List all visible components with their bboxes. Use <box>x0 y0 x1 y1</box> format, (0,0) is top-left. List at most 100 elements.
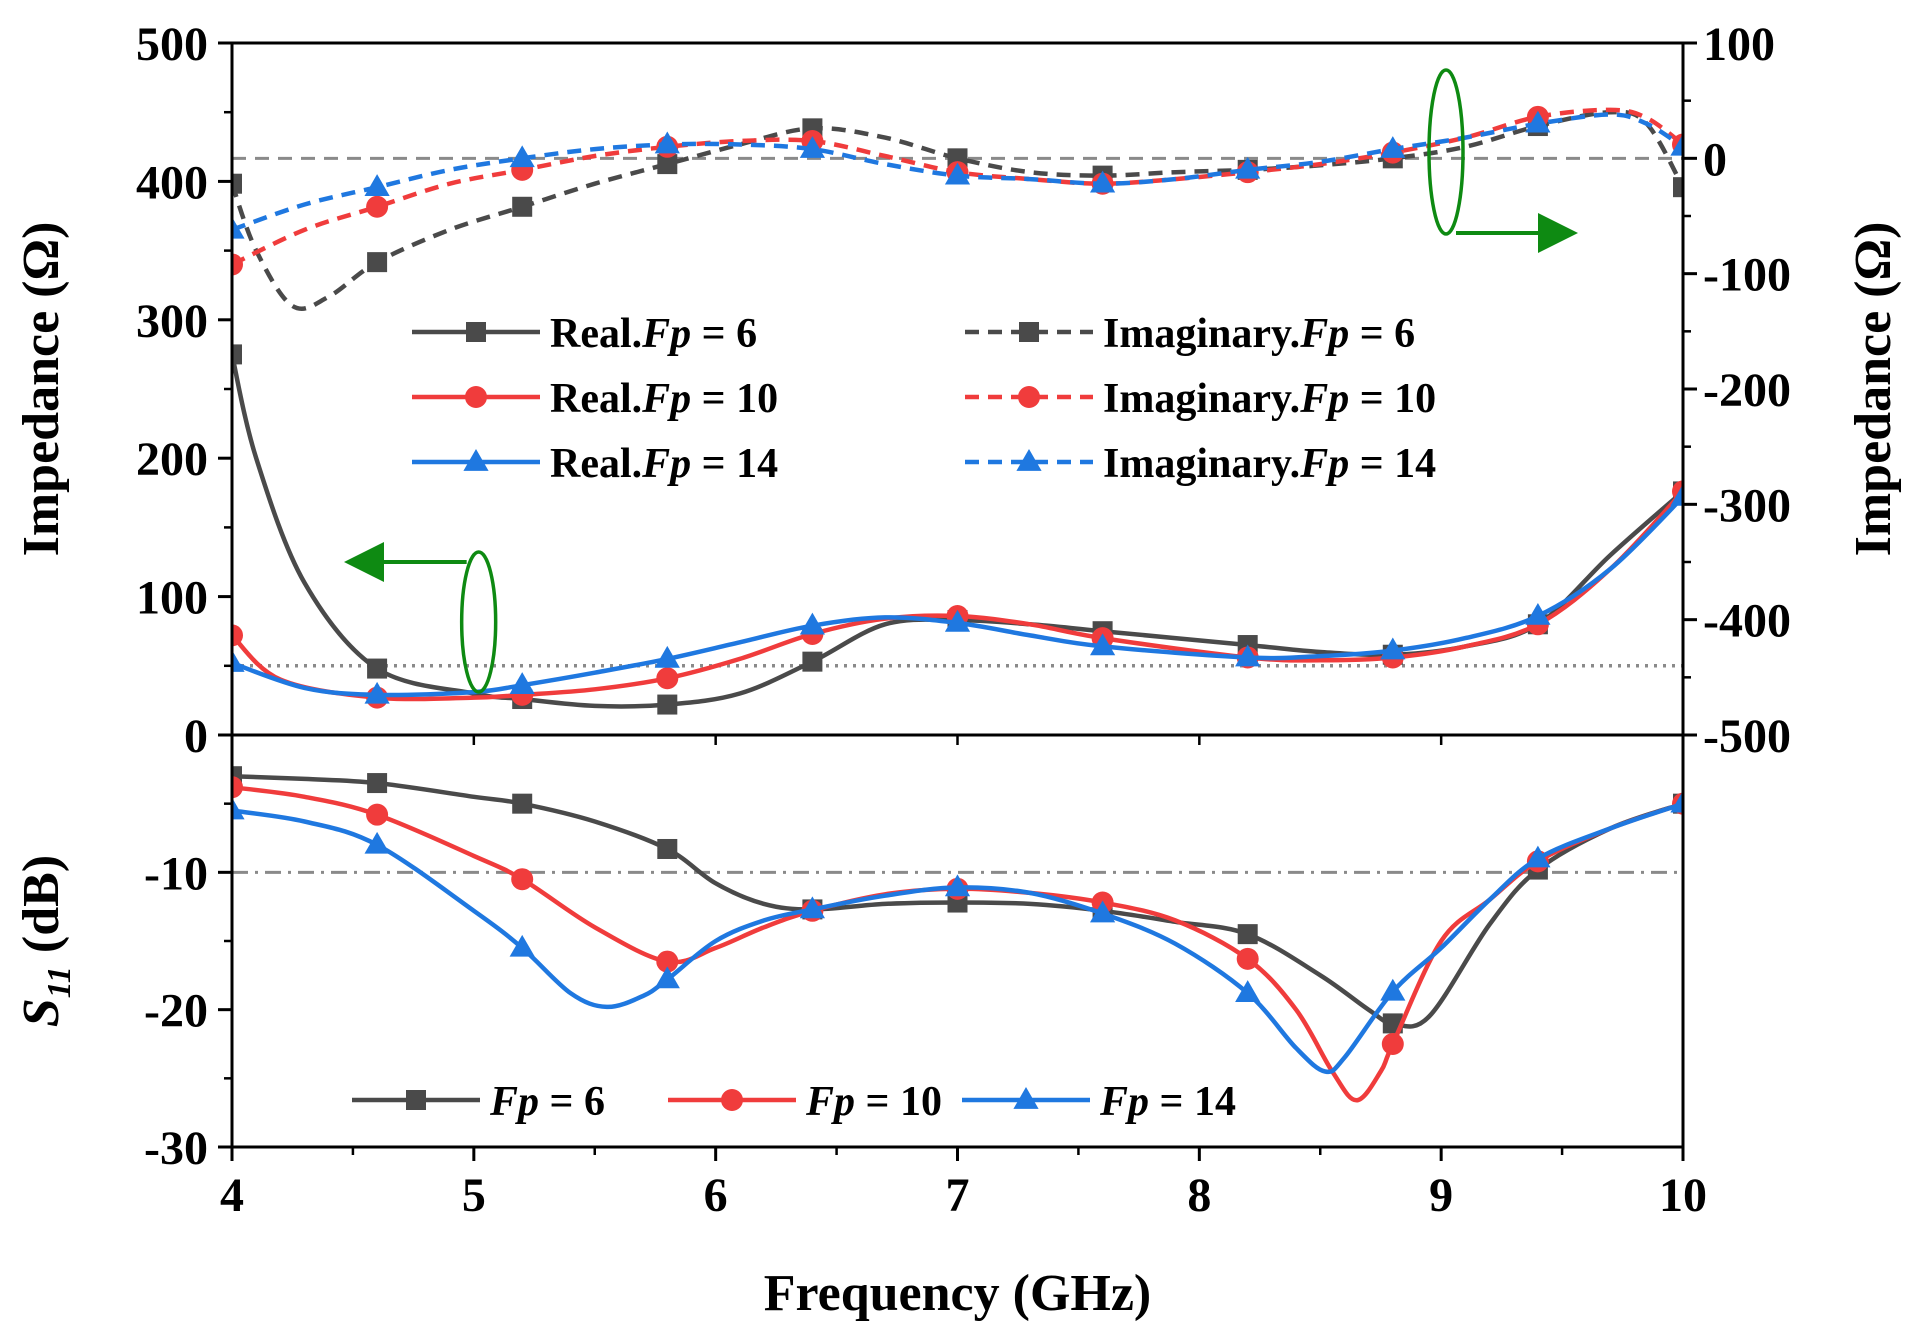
impedance-marker-2-0 <box>232 650 245 672</box>
impedance-marker-2-3 <box>654 645 680 668</box>
legend-marker-1 <box>465 386 487 408</box>
impedance-marker-5-9 <box>1525 110 1551 133</box>
impedance-marker-0-3 <box>657 694 678 715</box>
impedance-marker-5-0 <box>232 216 245 239</box>
x-tick-label-6: 10 <box>1659 1169 1707 1222</box>
legend-prefix-2: Real. <box>550 441 642 487</box>
impedance-line-3 <box>232 109 1683 312</box>
legend-item-5: Imaginary.Fp = 14 <box>965 441 1436 487</box>
impedance-marker-5-6 <box>1090 170 1116 193</box>
y-axis-title-right: Impedance (Ω) <box>1845 222 1902 557</box>
legend-item-1: Real.Fp = 10 <box>412 376 778 422</box>
legend-label-5: Imaginary.Fp = 14 <box>1103 441 1436 487</box>
impedance-marker-5-3 <box>654 131 680 154</box>
legend-label-1: Real.Fp = 10 <box>550 376 778 422</box>
legend-value-0: = 6 <box>691 311 757 357</box>
s11-plot-area <box>232 766 1683 1103</box>
x-tick-label-5: 9 <box>1429 1169 1453 1222</box>
y-tick-label-left-1: 100 <box>136 572 208 625</box>
impedance-marker-3-2 <box>512 196 533 217</box>
s11-title-unit: (dB) <box>13 855 70 966</box>
y-tick-label-left-3: 300 <box>136 295 208 348</box>
s11-marker-2-3 <box>654 966 680 989</box>
legend-label-3: Imaginary.Fp = 6 <box>1103 311 1415 357</box>
s11-legend-marker-0 <box>406 1090 426 1110</box>
impedance-marker-0-0 <box>232 344 242 365</box>
y-tick-label-right-5: 0 <box>1703 133 1727 186</box>
s11-title-main: S <box>13 998 70 1027</box>
impedance-marker-5-10 <box>1670 133 1683 156</box>
s11-marker-1-1 <box>366 803 389 826</box>
legend-item-3: Imaginary.Fp = 6 <box>965 311 1415 357</box>
x-tick-label-2: 6 <box>704 1169 728 1222</box>
legend-fp-5: Fp <box>1299 441 1349 487</box>
s11-series-2 <box>232 790 1683 1075</box>
legend-marker-3 <box>1019 322 1039 342</box>
s11-marker-2-7 <box>1235 980 1261 1003</box>
impedance-marker-5-2 <box>509 145 535 168</box>
s11-y-tick-label-2: -10 <box>144 847 208 900</box>
s11-marker-1-7 <box>1236 947 1259 970</box>
ellipse-imaginary <box>1427 68 1465 236</box>
legend-marker-0 <box>466 322 486 342</box>
legend-prefix-4: Imaginary. <box>1103 376 1300 422</box>
s11-frame <box>230 733 1685 1149</box>
s11-legend-item-1: Fp = 10 <box>668 1079 942 1125</box>
impedance-plot-area <box>232 105 1683 715</box>
y-tick-label-right-3: -200 <box>1703 364 1791 417</box>
impedance-series-4 <box>232 105 1683 276</box>
x-tick-label-1: 5 <box>462 1169 486 1222</box>
legend-prefix-0: Real. <box>550 311 642 357</box>
s11-legend-fp-1: Fp <box>805 1079 855 1125</box>
legend-fp-0: Fp <box>641 311 691 357</box>
impedance-series-0 <box>232 344 1683 715</box>
impedance-marker-2-7 <box>1235 644 1261 667</box>
impedance-line-5 <box>232 112 1683 232</box>
s11-panel: -30 -20 -10 4 5 6 7 8 9 10 <box>144 733 1707 1222</box>
impedance-marker-1-3 <box>656 667 679 690</box>
legend-label-2: Real.Fp = 14 <box>550 441 778 487</box>
impedance-line-1 <box>232 489 1683 702</box>
impedance-marker-5-5 <box>944 162 971 185</box>
impedance-marker-0-4 <box>802 651 823 672</box>
s11-line-1 <box>232 784 1683 1103</box>
impedance-panel: 0 100 200 300 400 500 -500 -400 -300 -200 -100 0 100 <box>136 18 1791 763</box>
s11-title-sub: 11 <box>41 966 78 998</box>
impedance-marker-5-4 <box>799 136 825 158</box>
s11-axis-title: S11 (dB) <box>13 855 78 1027</box>
legend-value-3: = 6 <box>1349 311 1415 357</box>
impedance-line-0 <box>232 353 1683 709</box>
impedance-marker-5-8 <box>1380 136 1406 158</box>
s11-marker-0-1 <box>367 773 388 794</box>
s11-legend: Fp = 6 Fp = 10 Fp = 14 <box>352 1079 1236 1125</box>
legend-value-2: = 14 <box>691 441 778 487</box>
impedance-series-3 <box>232 109 1683 312</box>
impedance-marker-2-9 <box>1525 602 1551 625</box>
s11-legend-marker-1 <box>721 1089 743 1111</box>
impedance-marker-0-1 <box>367 658 388 679</box>
impedance-marker-4-0 <box>232 253 243 276</box>
legend-fp-2: Fp <box>641 441 691 487</box>
legend-label-4: Imaginary.Fp = 10 <box>1103 376 1436 422</box>
s11-marker-2-6 <box>1090 900 1116 923</box>
legend-value-1: = 10 <box>691 376 778 422</box>
s11-legend-value-2: = 14 <box>1149 1079 1236 1125</box>
impedance-marker-2-8 <box>1380 637 1406 660</box>
legend-marker-2 <box>463 448 489 471</box>
s11-marker-2-1 <box>364 831 390 854</box>
x-tick-label-3: 7 <box>946 1169 970 1222</box>
y-tick-label-right-6: 100 <box>1703 18 1775 71</box>
legend-prefix-1: Real. <box>550 376 642 422</box>
impedance-series-5 <box>232 110 1683 239</box>
s11-marker-2-4 <box>799 896 825 919</box>
legend-item-4: Imaginary.Fp = 10 <box>965 376 1436 422</box>
impedance-marker-2-2 <box>509 672 535 694</box>
s11-legend-value-0: = 6 <box>539 1079 605 1125</box>
y-tick-label-right-1: -400 <box>1703 595 1791 648</box>
legend-prefix-3: Imaginary. <box>1103 311 1300 357</box>
s11-marker-0-0 <box>232 766 242 787</box>
s11-legend-item-2: Fp = 14 <box>962 1079 1236 1125</box>
y-tick-label-right-2: -300 <box>1703 479 1791 532</box>
